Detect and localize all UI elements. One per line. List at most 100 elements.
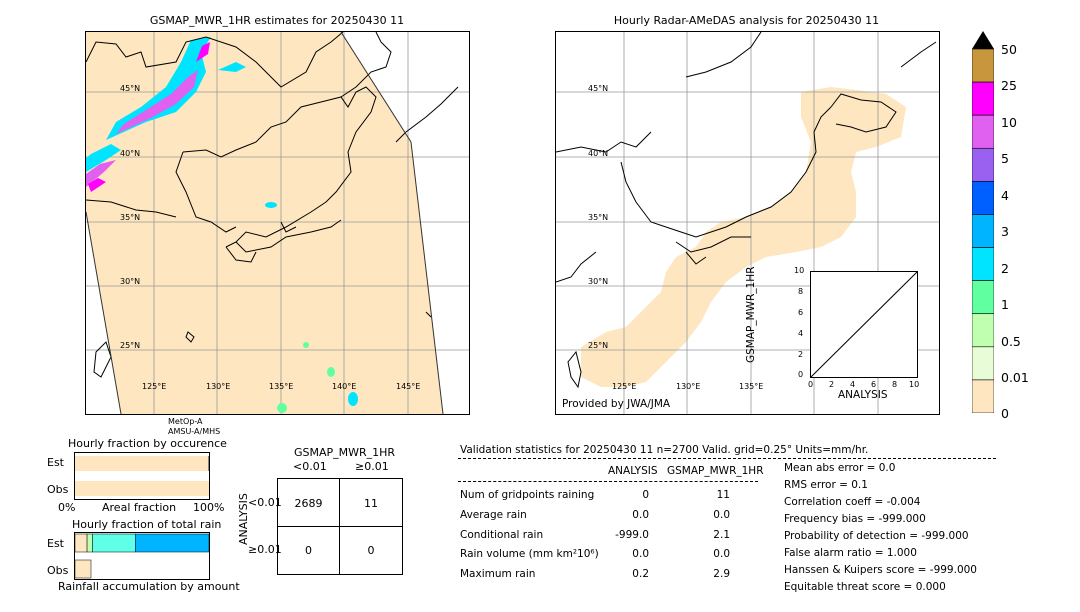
inset-xtick: 8 [892, 380, 898, 389]
validation-col-gsmap: GSMAP_MWR_1HR [667, 465, 764, 477]
colorbar [972, 31, 994, 413]
colorbar-swatch [972, 147, 994, 182]
satellite-label: MetOp-A [168, 417, 203, 426]
colorbar-label: 4 [1001, 188, 1009, 203]
score-mae: Mean abs error = 0.0 [784, 462, 896, 474]
inset-ylabel: GSMAP_MWR_1HR [745, 266, 757, 363]
total-rain-est-label: Est [47, 537, 64, 550]
colorbar-swatch [972, 346, 994, 381]
contingency-cell: 0 [305, 544, 312, 557]
validation-col-analysis: ANALYSIS [608, 465, 658, 477]
total-rain-obs-label: Obs [47, 564, 69, 577]
left-lon-label: 140°E [332, 382, 357, 391]
validation-row-gsmap: 2.1 [713, 529, 730, 541]
score-pod: Probability of detection = -999.000 [784, 530, 969, 542]
colorbar-swatch [972, 247, 994, 281]
inset-xtick: 10 [909, 380, 920, 389]
score-rmse: RMS error = 0.1 [784, 479, 868, 491]
validation-row-label: Rain volume (mm km²10⁶) [460, 548, 599, 560]
validation-row-analysis: 0.0 [632, 548, 649, 560]
validation-row-label: Average rain [460, 509, 527, 521]
inset-xtick: 2 [829, 380, 835, 389]
right-lat-label: 25°N [588, 341, 609, 350]
occurrence-axis-left: 0% [58, 501, 76, 514]
total-rain-footer: Rainfall accumulation by amount [58, 580, 240, 593]
inset-ytick: 2 [798, 350, 804, 359]
inset-ytick: 8 [798, 287, 804, 296]
occurrence-chart [74, 452, 210, 500]
total-rain-est-segment [92, 533, 136, 553]
right-lon-label: 135°E [739, 382, 764, 391]
right-lat-label: 40°N [588, 149, 609, 158]
right-lat-label: 35°N [588, 213, 609, 222]
occurrence-obs-label: Obs [47, 483, 69, 496]
occurrence-est-bar [75, 456, 209, 471]
score-far: False alarm ratio = 1.000 [784, 547, 917, 559]
left-lat-label: 40°N [120, 149, 141, 158]
score-correlation: Correlation coeff = -0.004 [784, 496, 921, 508]
validation-row-analysis: 0.2 [632, 568, 649, 580]
score-hk: Hanssen & Kuipers score = -999.000 [784, 564, 977, 576]
left-lon-label: 145°E [396, 382, 421, 391]
score-ets: Equitable threat score = 0.000 [784, 581, 946, 593]
colorbar-swatch [972, 280, 994, 315]
right-lon-label: 125°E [612, 382, 637, 391]
colorbar-swatch [972, 114, 994, 149]
total-rain-est-segment [75, 533, 88, 553]
contingency-title: GSMAP_MWR_1HR [294, 446, 396, 459]
inset-ytick: 4 [798, 329, 804, 338]
left-map: 45°N 40°N 35°N 30°N 25°N 125°E 130°E 135… [85, 31, 470, 415]
colorbar-swatch [972, 313, 994, 348]
total-rain-obs-segment [75, 559, 92, 579]
colorbar-swatch [972, 379, 994, 413]
colorbar-label: 0.01 [1001, 370, 1029, 385]
validation-row-gsmap: 11 [716, 489, 730, 501]
validation-col-divider [458, 481, 758, 482]
left-map-title: GSMAP_MWR_1HR estimates for 20250430 11 [149, 14, 405, 27]
colorbar-overflow-arrow [972, 31, 994, 49]
contingency-row-lt: <0.01 [248, 496, 282, 509]
colorbar-label: 50 [1001, 42, 1017, 57]
validation-row-analysis: -999.0 [615, 529, 649, 541]
colorbar-label: 0.5 [1001, 334, 1021, 349]
colorbar-swatch [972, 81, 994, 116]
validation-row-analysis: 0.0 [632, 509, 649, 521]
contingency-cell: 11 [364, 497, 378, 510]
validation-header: Validation statistics for 20250430 11 n=… [460, 444, 869, 456]
validation-row-label: Num of gridpoints raining [460, 489, 595, 501]
occurrence-obs-bar [75, 481, 209, 496]
data-credit: Provided by JWA/JMA [562, 398, 671, 410]
left-lat-label: 30°N [120, 277, 141, 286]
right-lon-label: 130°E [676, 382, 701, 391]
inset-scatter [810, 271, 918, 378]
score-frequency-bias: Frequency bias = -999.000 [784, 513, 926, 525]
left-lat-label: 35°N [120, 213, 141, 222]
contingency-cell: 2689 [294, 497, 323, 510]
occurrence-title: Hourly fraction by occurence [68, 437, 227, 450]
left-lon-label: 135°E [269, 382, 294, 391]
inset-ytick: 10 [794, 266, 805, 275]
right-map: 45°N 40°N 35°N 30°N 25°N 125°E 130°E 135… [555, 31, 940, 415]
contingency-col-lt: <0.01 [293, 460, 327, 473]
colorbar-swatch [972, 181, 994, 215]
validation-divider [458, 458, 996, 459]
colorbar-label: 3 [1001, 224, 1009, 239]
occurrence-axis-right: 100% [193, 501, 225, 514]
inset-xtick: 4 [850, 380, 856, 389]
colorbar-label: 10 [1001, 115, 1017, 130]
occurrence-est-rain-bar [208, 456, 209, 471]
validation-row-gsmap: 0.0 [713, 548, 730, 560]
validation-row-label: Maximum rain [460, 568, 536, 580]
total-rain-est-segment [86, 533, 93, 553]
contingency-col-ge: ≥0.01 [355, 460, 389, 473]
colorbar-swatch [972, 214, 994, 248]
total-rain-est-segment [135, 533, 209, 553]
inset-xtick: 0 [808, 380, 814, 389]
inset-ytick: 6 [798, 308, 804, 317]
colorbar-label: 1 [1001, 297, 1009, 312]
contingency-cell: 0 [367, 544, 375, 557]
total-rain-title: Hourly fraction of total rain [72, 518, 222, 531]
colorbar-label: 5 [1001, 151, 1009, 166]
validation-row-label: Conditional rain [460, 529, 544, 541]
left-lat-label: 25°N [120, 341, 141, 350]
